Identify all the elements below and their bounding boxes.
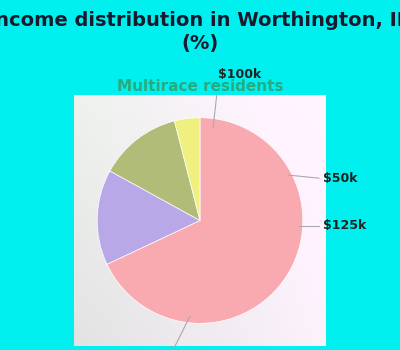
Text: $100k: $100k xyxy=(218,68,261,82)
Wedge shape xyxy=(97,171,200,264)
Wedge shape xyxy=(174,118,200,220)
Text: Multirace residents: Multirace residents xyxy=(117,79,283,94)
Wedge shape xyxy=(110,121,200,220)
Text: $125k: $125k xyxy=(323,219,366,232)
Text: $50k: $50k xyxy=(323,172,358,185)
Text: Income distribution in Worthington, IN
(%): Income distribution in Worthington, IN (… xyxy=(0,10,400,53)
Wedge shape xyxy=(107,118,303,323)
